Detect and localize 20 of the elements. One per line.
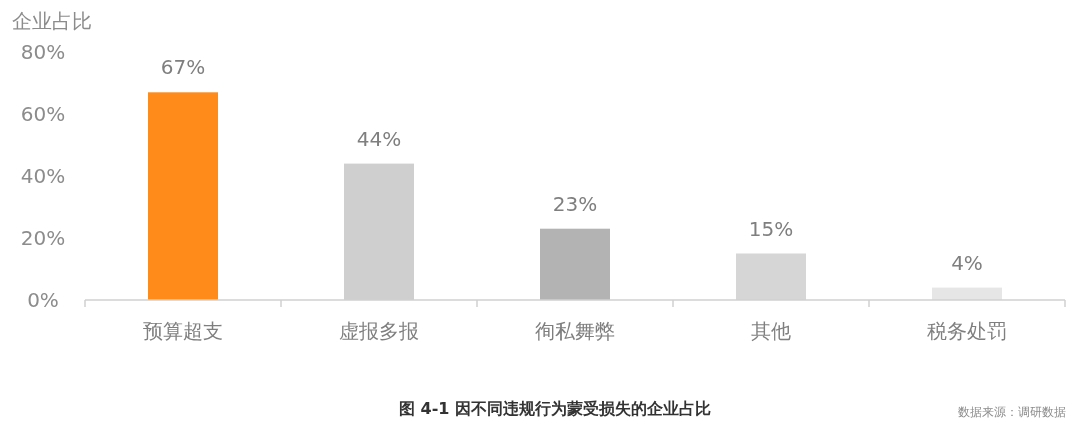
x-tick-label: 预算超支: [143, 319, 223, 343]
y-tick-label: 40%: [20, 164, 66, 188]
x-tick-label: 其他: [751, 319, 791, 343]
y-axis-title: 企业占比: [12, 9, 92, 33]
data-label: 15%: [748, 216, 794, 241]
data-label: 44%: [356, 126, 402, 151]
source-note: 数据来源：调研数据: [958, 405, 1066, 419]
y-tick-label: 0%: [27, 288, 59, 312]
data-label: 4%: [951, 250, 983, 275]
y-tick-label: 60%: [20, 102, 66, 126]
text: 图 4-1 因不同违规行为蒙受损失的企业占比: [398, 399, 712, 418]
x-tick-label: 税务处罚: [927, 319, 1007, 343]
data-label: 23%: [552, 191, 598, 216]
y-tick-label: 80%: [20, 40, 66, 64]
x-tick-label: 虚报多报: [339, 319, 419, 343]
data-label: 67%: [160, 55, 206, 80]
bar: [540, 228, 610, 300]
bar: [148, 92, 218, 300]
y-tick-label: 20%: [20, 226, 66, 250]
x-tick-label: 徇私舞弊: [535, 319, 615, 343]
